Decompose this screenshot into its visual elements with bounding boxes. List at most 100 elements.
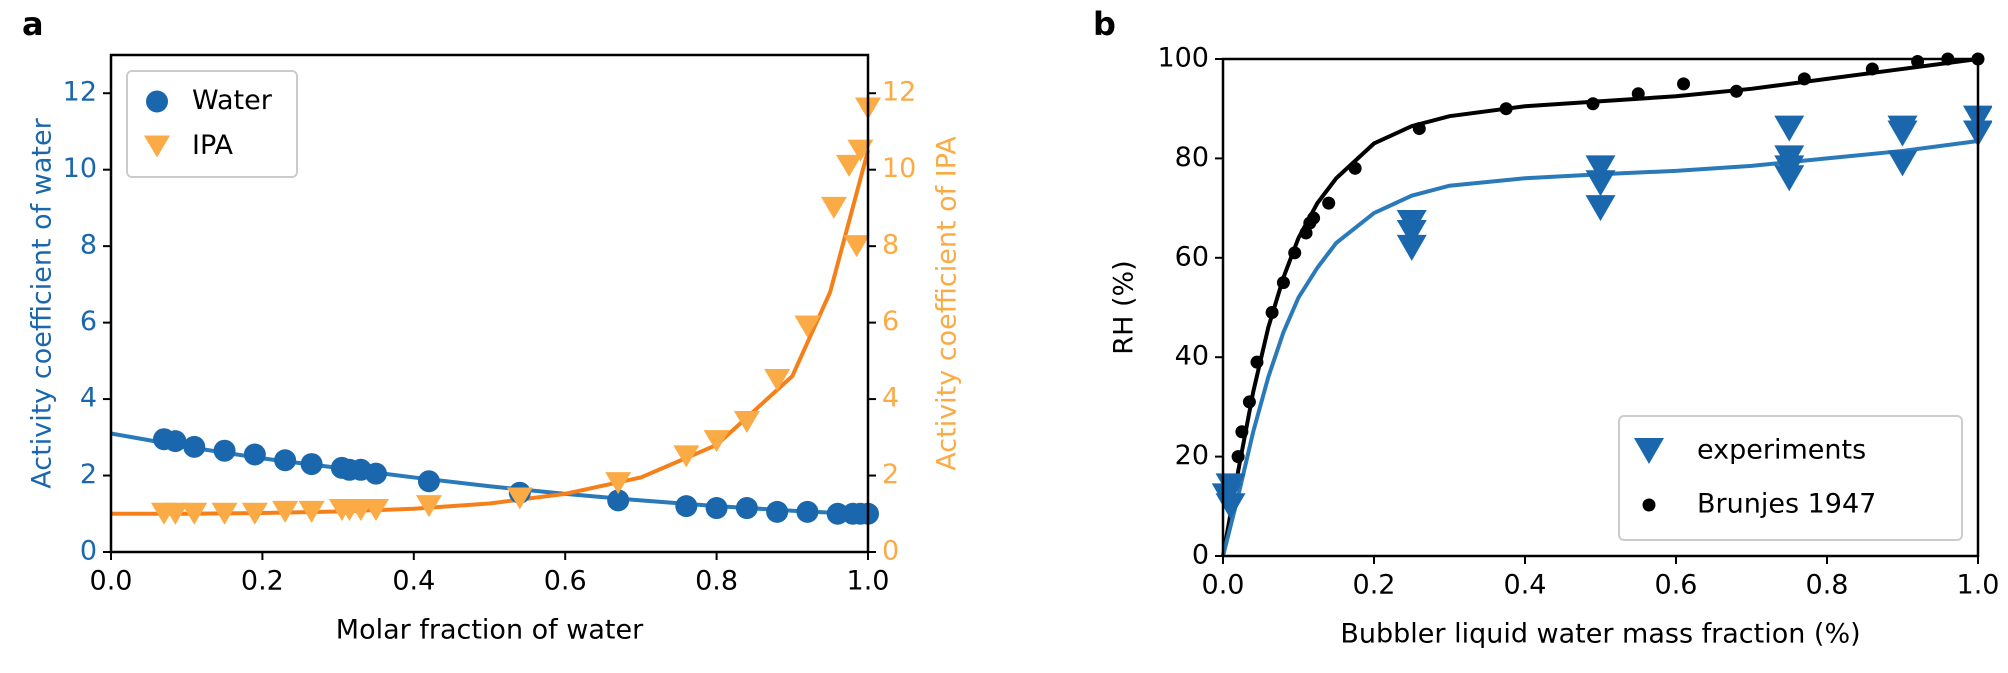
point xyxy=(605,472,632,495)
legend-label: experiments xyxy=(1697,435,1866,466)
point xyxy=(1215,493,1246,520)
y2-tick-label: 6 xyxy=(882,306,899,337)
point xyxy=(764,368,791,391)
y-tick-label: 40 xyxy=(1175,341,1209,372)
point xyxy=(362,498,389,521)
point xyxy=(820,196,847,219)
y2-axis-label: Activity coefficient of IPA xyxy=(932,136,963,471)
x-tick-label: 0.2 xyxy=(1353,570,1396,601)
point xyxy=(1677,77,1691,91)
point xyxy=(836,154,863,177)
point xyxy=(796,500,819,523)
point xyxy=(1797,72,1811,86)
y-tick-label: 100 xyxy=(1157,43,1209,74)
point xyxy=(274,449,297,472)
y2-tick-label: 8 xyxy=(882,230,899,261)
point xyxy=(1242,395,1256,409)
point xyxy=(1774,165,1805,192)
point xyxy=(181,502,208,525)
point xyxy=(241,502,268,525)
point xyxy=(298,500,325,523)
point xyxy=(162,502,189,525)
x-tick-label: 0.8 xyxy=(1806,570,1849,601)
point xyxy=(1276,276,1290,290)
point xyxy=(1250,355,1264,369)
y-tick-label: 80 xyxy=(1175,142,1209,173)
point xyxy=(766,500,789,523)
point xyxy=(1634,438,1664,464)
y-tick-label: 0 xyxy=(80,536,97,567)
point xyxy=(1235,425,1249,439)
y-tick-label: 0 xyxy=(1192,540,1209,571)
point xyxy=(1307,211,1321,225)
point xyxy=(1265,305,1279,319)
y2-tick-label: 2 xyxy=(882,459,899,490)
point xyxy=(1585,155,1616,182)
point xyxy=(183,435,206,458)
point xyxy=(843,235,870,258)
point xyxy=(1396,219,1427,246)
point xyxy=(733,411,760,434)
y-axis-label: Activity coefficient of water xyxy=(27,117,58,488)
point xyxy=(211,502,238,525)
axes-frame xyxy=(1221,57,1980,558)
y-tick-label: 4 xyxy=(80,383,97,414)
point xyxy=(506,487,533,510)
y-tick-label: 6 xyxy=(80,306,97,337)
x-tick-label: 0.6 xyxy=(1655,570,1698,601)
point xyxy=(1499,102,1513,116)
point xyxy=(1586,97,1600,111)
point xyxy=(243,443,266,466)
point xyxy=(1288,246,1302,260)
panel-label: a xyxy=(22,5,44,43)
point xyxy=(1322,196,1336,210)
point xyxy=(146,90,168,113)
point xyxy=(703,430,730,453)
axes-frame xyxy=(109,53,870,554)
y-tick-label: 2 xyxy=(80,459,97,490)
point xyxy=(417,470,440,493)
fit-line xyxy=(1221,57,1979,557)
point xyxy=(705,497,728,520)
point xyxy=(213,439,236,462)
point xyxy=(675,495,698,518)
x-tick-label: 1.0 xyxy=(847,566,890,597)
point xyxy=(1865,62,1879,76)
panel-label: b xyxy=(1093,5,1116,43)
point xyxy=(1396,234,1427,261)
point xyxy=(826,502,849,525)
point xyxy=(1348,161,1362,175)
x-tick-label: 0.8 xyxy=(695,566,738,597)
y-tick-label: 8 xyxy=(80,230,97,261)
legend-box xyxy=(1618,415,1963,541)
point xyxy=(415,495,442,518)
point xyxy=(1642,498,1656,512)
x-tick-label: 0.6 xyxy=(544,566,587,597)
legend-label: IPA xyxy=(192,130,234,161)
y-tick-label: 60 xyxy=(1175,241,1209,272)
point xyxy=(794,315,821,338)
x-tick-label: 0.4 xyxy=(1504,570,1547,601)
x-tick-label: 0.2 xyxy=(241,566,284,597)
legend-label: Brunjes 1947 xyxy=(1697,489,1876,520)
point xyxy=(1887,120,1918,147)
point xyxy=(1585,170,1616,197)
x-tick-label: 0.0 xyxy=(90,566,133,597)
point xyxy=(1231,450,1245,464)
y2-tick-label: 0 xyxy=(882,536,899,567)
point xyxy=(607,489,630,512)
x-axis-label: Molar fraction of water xyxy=(336,615,644,646)
y-axis-label: RH (%) xyxy=(1109,260,1140,354)
fit-line xyxy=(1221,139,1979,557)
y-tick-label: 20 xyxy=(1175,440,1209,471)
x-axis-label: Bubbler liquid water mass fraction (%) xyxy=(1340,619,1860,650)
point xyxy=(144,135,170,158)
x-tick-label: 1.0 xyxy=(1957,570,2000,601)
point xyxy=(1887,150,1918,177)
point xyxy=(272,500,299,523)
point xyxy=(673,445,700,468)
legend-label: Water xyxy=(192,85,273,116)
y2-tick-label: 4 xyxy=(882,383,899,414)
y-tick-label: 10 xyxy=(63,153,97,184)
